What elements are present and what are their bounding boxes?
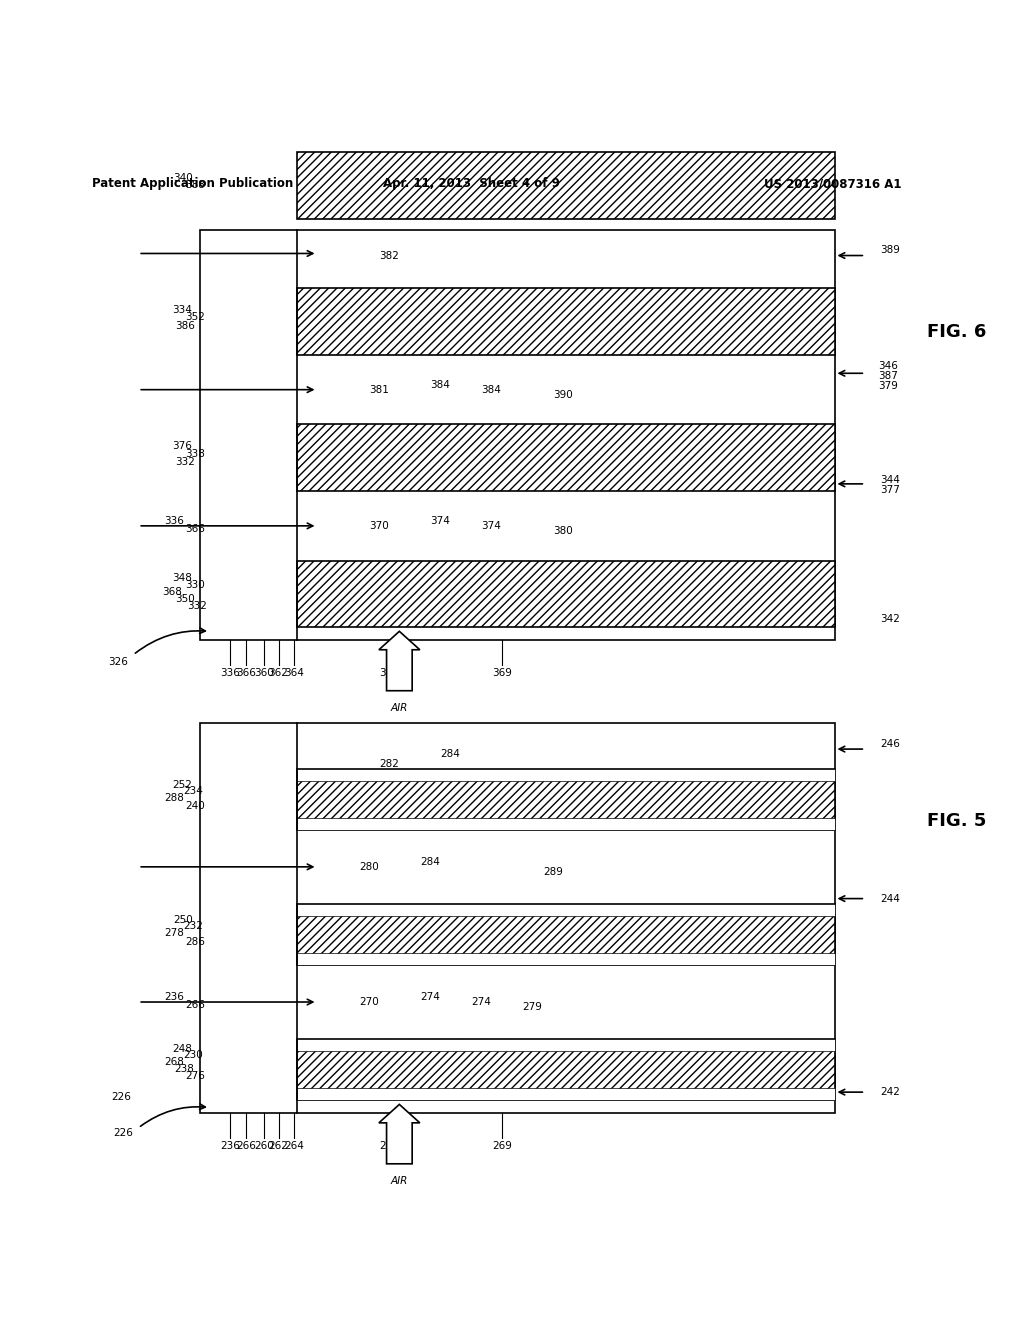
- Text: 350: 350: [175, 594, 195, 605]
- Text: 374: 374: [481, 521, 502, 531]
- Text: 384: 384: [481, 384, 502, 395]
- Text: 332: 332: [187, 601, 207, 611]
- Text: 269: 269: [492, 1142, 512, 1151]
- Text: 264: 264: [284, 1142, 304, 1151]
- Text: 382: 382: [379, 251, 399, 260]
- Text: 336: 336: [165, 516, 184, 525]
- FancyArrow shape: [379, 1105, 420, 1164]
- Text: Patent Application Publication: Patent Application Publication: [92, 177, 294, 190]
- Text: FIG. 6: FIG. 6: [927, 323, 986, 342]
- Text: 334: 334: [173, 305, 193, 315]
- Text: 369: 369: [492, 668, 512, 678]
- Text: 260: 260: [254, 1142, 274, 1151]
- Text: 387: 387: [879, 371, 898, 381]
- Bar: [297, 1088, 835, 1101]
- Text: 230: 230: [183, 1051, 203, 1060]
- Text: 286: 286: [185, 937, 205, 946]
- Bar: [297, 561, 835, 627]
- Text: 279: 279: [522, 1002, 543, 1012]
- Bar: [297, 1039, 835, 1101]
- Text: 244: 244: [881, 894, 900, 904]
- FancyArrow shape: [379, 631, 420, 690]
- Text: 368: 368: [163, 587, 182, 597]
- Text: 240: 240: [185, 801, 205, 812]
- Bar: [200, 230, 835, 639]
- Text: 336: 336: [220, 668, 241, 678]
- Text: 238: 238: [175, 1064, 195, 1073]
- Text: 246: 246: [881, 739, 900, 748]
- Bar: [297, 768, 835, 781]
- Text: Apr. 11, 2013  Sheet 4 of 9: Apr. 11, 2013 Sheet 4 of 9: [383, 177, 559, 190]
- Text: 364: 364: [379, 668, 399, 678]
- Text: 236: 236: [165, 991, 184, 1002]
- Text: 377: 377: [881, 484, 900, 495]
- Bar: [297, 152, 835, 219]
- Text: 366: 366: [185, 524, 205, 533]
- Text: 252: 252: [173, 780, 193, 789]
- Text: 366: 366: [236, 668, 256, 678]
- Text: 270: 270: [358, 997, 379, 1007]
- Text: 284: 284: [440, 750, 461, 759]
- Bar: [297, 904, 835, 916]
- Text: 370: 370: [369, 521, 389, 531]
- Text: 274: 274: [420, 991, 440, 1002]
- Text: 326: 326: [108, 657, 128, 667]
- Text: 388: 388: [185, 181, 205, 190]
- Bar: [297, 904, 835, 965]
- Text: 332: 332: [175, 457, 195, 467]
- Text: 266: 266: [236, 1142, 256, 1151]
- Text: 381: 381: [369, 384, 389, 395]
- Text: 232: 232: [183, 921, 203, 931]
- Bar: [297, 768, 835, 830]
- Text: 289: 289: [543, 867, 563, 876]
- Text: 264: 264: [379, 1142, 399, 1151]
- Text: 250: 250: [173, 915, 193, 925]
- Text: 348: 348: [173, 573, 193, 582]
- Bar: [200, 723, 835, 1113]
- Text: 274: 274: [471, 997, 492, 1007]
- Text: 380: 380: [553, 525, 573, 536]
- Bar: [297, 425, 835, 491]
- Text: 344: 344: [881, 475, 900, 484]
- Text: 364: 364: [284, 668, 304, 678]
- Text: 374: 374: [430, 516, 451, 525]
- Text: 330: 330: [185, 579, 205, 590]
- Text: 342: 342: [881, 614, 900, 624]
- Text: 284: 284: [420, 857, 440, 867]
- Text: 248: 248: [173, 1044, 193, 1055]
- Text: 379: 379: [879, 380, 898, 391]
- Text: 360: 360: [254, 668, 274, 678]
- Text: 226: 226: [113, 1129, 133, 1138]
- Text: 362: 362: [268, 668, 289, 678]
- Text: 384: 384: [430, 380, 451, 389]
- Text: 268: 268: [165, 1057, 184, 1068]
- Text: 389: 389: [881, 246, 900, 255]
- Text: 352: 352: [185, 313, 205, 322]
- Bar: [297, 288, 835, 355]
- Text: 346: 346: [879, 362, 898, 371]
- Text: 340: 340: [173, 173, 193, 183]
- Bar: [297, 817, 835, 830]
- Text: AIR: AIR: [391, 1176, 408, 1187]
- Text: 282: 282: [379, 759, 399, 770]
- Text: AIR: AIR: [391, 704, 408, 713]
- Text: 376: 376: [173, 441, 193, 451]
- Bar: [297, 953, 835, 965]
- Text: 266: 266: [185, 1001, 205, 1010]
- Text: 280: 280: [358, 862, 379, 871]
- Text: 278: 278: [165, 928, 184, 939]
- Bar: [297, 1039, 835, 1051]
- Text: 386: 386: [175, 321, 195, 331]
- Text: 338: 338: [185, 449, 205, 458]
- Text: 234: 234: [183, 787, 203, 796]
- Text: 288: 288: [165, 793, 184, 804]
- Text: US 2013/0087316 A1: US 2013/0087316 A1: [764, 177, 901, 190]
- Text: 242: 242: [881, 1088, 900, 1097]
- Text: 262: 262: [268, 1142, 289, 1151]
- Text: 226: 226: [111, 1092, 131, 1102]
- Text: 390: 390: [553, 389, 573, 400]
- Text: 276: 276: [185, 1071, 205, 1081]
- Text: 236: 236: [220, 1142, 241, 1151]
- Text: FIG. 5: FIG. 5: [927, 812, 986, 830]
